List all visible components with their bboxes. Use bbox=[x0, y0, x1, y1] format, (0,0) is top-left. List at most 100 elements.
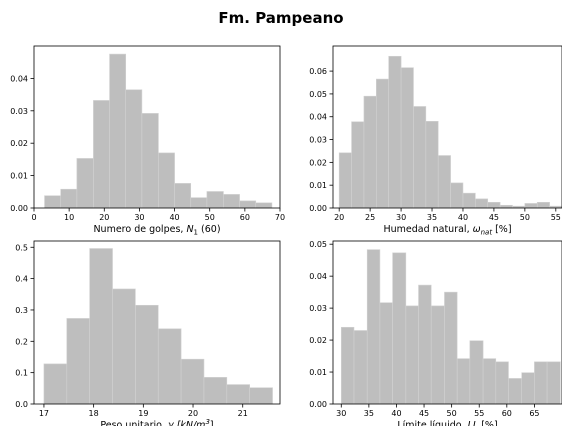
x-tick-label: 45 bbox=[419, 409, 429, 418]
histogram-bar bbox=[482, 358, 497, 404]
x-axis-label-suffix: [%] bbox=[478, 420, 497, 426]
histogram-bar bbox=[353, 330, 368, 404]
x-tick-label: 40 bbox=[169, 213, 179, 222]
y-tick-label: 0.02 bbox=[309, 158, 327, 167]
histogram-bar bbox=[388, 55, 402, 208]
x-axis-label-suffix: (60) bbox=[198, 224, 221, 235]
histogram-bar bbox=[499, 204, 513, 208]
histogram-bar bbox=[109, 53, 127, 208]
x-axis-label-text: Límite líquido, bbox=[397, 420, 467, 426]
x-tick-label: 40 bbox=[458, 213, 468, 222]
x-tick-label: 70 bbox=[275, 213, 285, 222]
y-tick-label: 0.04 bbox=[309, 272, 327, 281]
axes-frame bbox=[332, 45, 562, 209]
histogram-bar bbox=[400, 67, 414, 208]
x-axis-label: Límite líquido, LL [%] bbox=[397, 420, 497, 426]
histogram-bar bbox=[158, 152, 175, 208]
histogram-bar bbox=[239, 200, 257, 208]
y-tick-label: 0.00 bbox=[309, 400, 327, 409]
x-tick-label: 18 bbox=[89, 409, 99, 418]
histogram-bar bbox=[44, 195, 62, 208]
histogram-bars bbox=[44, 53, 273, 208]
histogram-bar bbox=[437, 155, 451, 208]
y-tick-label: 0.4 bbox=[15, 275, 28, 284]
x-tick-label: 30 bbox=[134, 213, 144, 222]
histogram-bar bbox=[521, 372, 535, 404]
x-axis-label-symbol: LL bbox=[468, 420, 479, 426]
x-tick-label: 35 bbox=[427, 213, 437, 222]
histogram-bar bbox=[444, 291, 458, 404]
histogram-bar bbox=[203, 377, 228, 404]
histogram-bar bbox=[351, 121, 365, 208]
x-axis-label-subscript: 1 bbox=[194, 229, 198, 237]
y-tick-label: 0.5 bbox=[15, 243, 28, 252]
histogram-bar bbox=[66, 318, 90, 404]
x-axis-label: Numero de golpes, N1 (60) bbox=[93, 224, 220, 237]
histogram-bar bbox=[413, 106, 427, 208]
axes-frame bbox=[33, 45, 281, 209]
y-tick-label: 0.02 bbox=[10, 139, 28, 148]
histogram-bar bbox=[487, 202, 501, 208]
x-tick-label: 30 bbox=[336, 409, 346, 418]
y-tick-label: 0.06 bbox=[309, 67, 327, 76]
histogram-bar bbox=[206, 191, 224, 208]
histogram-bar bbox=[536, 202, 550, 208]
y-tick-label: 0.03 bbox=[309, 304, 327, 313]
histogram-bar bbox=[524, 203, 538, 208]
histogram-bar bbox=[255, 202, 273, 208]
y-tick-label: 0.01 bbox=[309, 368, 327, 377]
y-tick-label: 0.1 bbox=[15, 369, 28, 378]
x-tick-label: 35 bbox=[364, 409, 374, 418]
y-tick-label: 0.01 bbox=[309, 181, 327, 190]
y-tick-label: 0.02 bbox=[309, 336, 327, 345]
x-tick-label: 40 bbox=[391, 409, 401, 418]
x-tick-label: 60 bbox=[502, 409, 512, 418]
histogram-bar bbox=[469, 340, 484, 404]
y-tick-label: 0.04 bbox=[309, 113, 327, 122]
histogram-bar bbox=[418, 284, 432, 404]
x-tick-label: 20 bbox=[188, 409, 198, 418]
y-tick-label: 0.05 bbox=[309, 240, 327, 249]
histogram-bar bbox=[376, 78, 390, 208]
x-tick-label: 25 bbox=[365, 213, 375, 222]
histogram-bar bbox=[135, 304, 159, 404]
histogram-bar bbox=[450, 182, 464, 208]
y-tick-label: 0.2 bbox=[15, 337, 28, 346]
x-axis-label-suffix: [%] bbox=[492, 224, 511, 235]
y-tick-label: 0.0 bbox=[15, 400, 28, 409]
y-tick-label: 0.00 bbox=[10, 204, 28, 213]
histogram-bars bbox=[338, 55, 562, 208]
x-tick-label: 20 bbox=[99, 213, 109, 222]
x-tick-label: 50 bbox=[205, 213, 215, 222]
histogram-bar bbox=[43, 363, 68, 404]
histogram-bar bbox=[125, 89, 143, 208]
y-tick-label: 0.3 bbox=[15, 306, 28, 315]
x-tick-label: 55 bbox=[551, 213, 561, 222]
histogram-bars bbox=[43, 248, 273, 404]
y-tick-label: 0.01 bbox=[10, 172, 28, 181]
x-tick-label: 0 bbox=[31, 213, 36, 222]
x-tick-label: 55 bbox=[474, 409, 484, 418]
x-axis-label-symbol: N bbox=[186, 224, 193, 235]
axes-frame bbox=[332, 240, 562, 405]
x-tick-label: 60 bbox=[240, 213, 250, 222]
x-tick-label: 30 bbox=[396, 213, 406, 222]
histogram-bar bbox=[405, 305, 419, 404]
x-axis-label-text: Numero de golpes, bbox=[93, 224, 186, 235]
x-axis-label: Peso unitario, γ [kN/m3] bbox=[100, 418, 213, 426]
x-tick-label: 45 bbox=[489, 213, 499, 222]
y-tick-label: 0.03 bbox=[10, 107, 28, 116]
y-tick-label: 0.05 bbox=[309, 90, 327, 99]
x-tick-label: 20 bbox=[334, 213, 344, 222]
histogram-bar bbox=[425, 121, 439, 208]
histogram-bar bbox=[93, 100, 110, 208]
histogram-bar bbox=[180, 358, 205, 404]
panel-top-right: 20 25 30 35 40 45 50 55 0.00 0.01 0.02 0.03 0.04 0.05… bbox=[309, 45, 562, 237]
histogram-bar bbox=[157, 328, 182, 404]
histogram-bar bbox=[340, 326, 355, 404]
x-tick-label: 50 bbox=[520, 213, 530, 222]
x-tick-label: 10 bbox=[64, 213, 74, 222]
histogram-bar bbox=[249, 387, 273, 404]
